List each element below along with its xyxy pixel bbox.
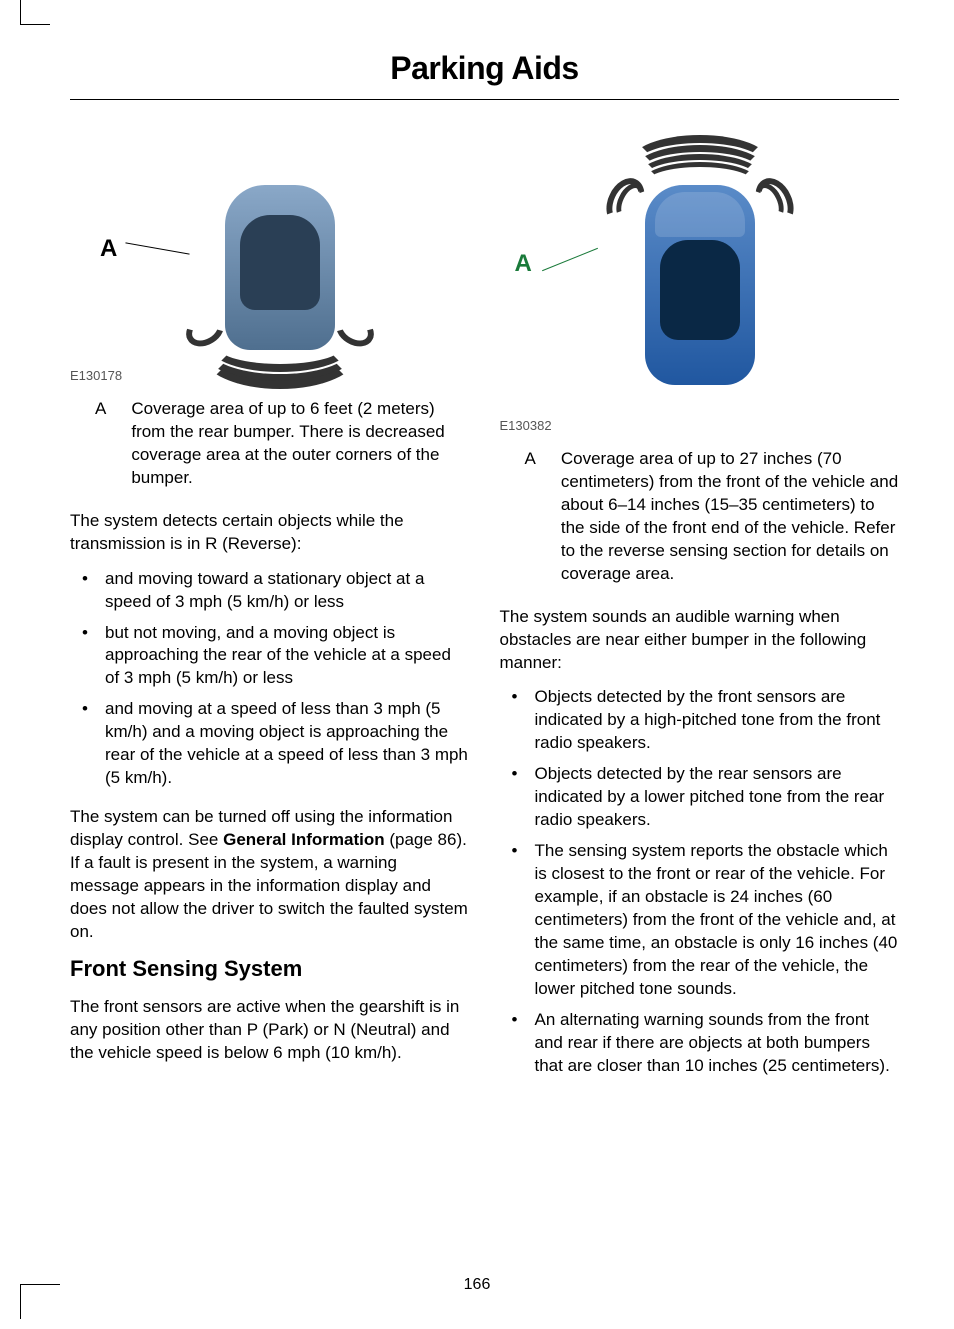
rear-sensing-figure: A: [70, 130, 470, 360]
car-hood: [655, 192, 745, 237]
list-item: The sensing system reports the obstacle …: [500, 840, 900, 1001]
definition-list-right: A Coverage area of up to 27 inches (70 c…: [525, 448, 900, 586]
crop-mark-bottom-left: [20, 1284, 60, 1319]
list-item: An alternating warning sounds from the f…: [500, 1009, 900, 1078]
crop-mark-top-left: [20, 0, 50, 25]
cross-ref-paragraph: The system can be turned off using the i…: [70, 806, 470, 944]
list-item: but not moving, and a moving object is a…: [70, 622, 470, 691]
definition-text: Coverage area of up to 27 inches (70 cen…: [561, 448, 899, 586]
figure-id-right: E130382: [500, 418, 900, 433]
right-column: A E130382 A Coverage area of up to 27 in…: [500, 130, 900, 1093]
page-number: 166: [464, 1276, 491, 1294]
content-columns: A E130178 A Coverage area of up to 6 fee…: [70, 130, 899, 1093]
figure-label-a-right: A: [515, 250, 532, 278]
cross-ref-link: General Information: [223, 830, 385, 849]
sensor-arc: [202, 319, 358, 389]
list-item: Objects detected by the front sensors ar…: [500, 686, 900, 755]
car-roof: [660, 240, 740, 340]
label-leader-line: [125, 242, 189, 254]
intro-paragraph-right: The system sounds an audible warning whe…: [500, 606, 900, 675]
section-heading: Front Sensing System: [70, 956, 470, 982]
list-item: Objects detected by the rear sensors are…: [500, 763, 900, 832]
definition-letter: A: [525, 448, 536, 586]
label-leader-line: [541, 248, 597, 271]
intro-paragraph-left: The system detects certain objects while…: [70, 510, 470, 556]
front-sensing-figure: A: [500, 130, 900, 410]
definition-item: A Coverage area of up to 27 inches (70 c…: [525, 448, 900, 586]
list-item: and moving at a speed of less than 3 mph…: [70, 698, 470, 790]
car-roof: [240, 215, 320, 310]
definition-list-left: A Coverage area of up to 6 feet (2 meter…: [95, 398, 470, 490]
car-front-illustration: [600, 130, 800, 410]
definition-letter: A: [95, 398, 106, 490]
front-sensor-paragraph: The front sensors are active when the ge…: [70, 996, 470, 1065]
page-title: Parking Aids: [70, 50, 899, 100]
car-rear-illustration: [190, 130, 370, 360]
left-column: A E130178 A Coverage area of up to 6 fee…: [70, 130, 470, 1093]
bullet-list-left: and moving toward a stationary object at…: [70, 568, 470, 790]
figure-label-a-left: A: [100, 235, 117, 263]
definition-text: Coverage area of up to 6 feet (2 meters)…: [131, 398, 469, 490]
definition-item: A Coverage area of up to 6 feet (2 meter…: [95, 398, 470, 490]
bullet-list-right: Objects detected by the front sensors ar…: [500, 686, 900, 1077]
list-item: and moving toward a stationary object at…: [70, 568, 470, 614]
